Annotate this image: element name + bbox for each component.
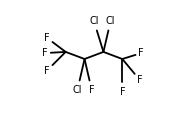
Text: F: F	[137, 75, 143, 85]
Text: Cl: Cl	[73, 85, 82, 95]
Text: F: F	[89, 85, 94, 95]
Text: F: F	[42, 48, 47, 58]
Text: F: F	[138, 48, 144, 58]
Text: F: F	[44, 66, 50, 76]
Text: F: F	[44, 33, 50, 43]
Text: Cl: Cl	[106, 16, 115, 26]
Text: Cl: Cl	[89, 16, 99, 26]
Text: F: F	[120, 87, 125, 97]
